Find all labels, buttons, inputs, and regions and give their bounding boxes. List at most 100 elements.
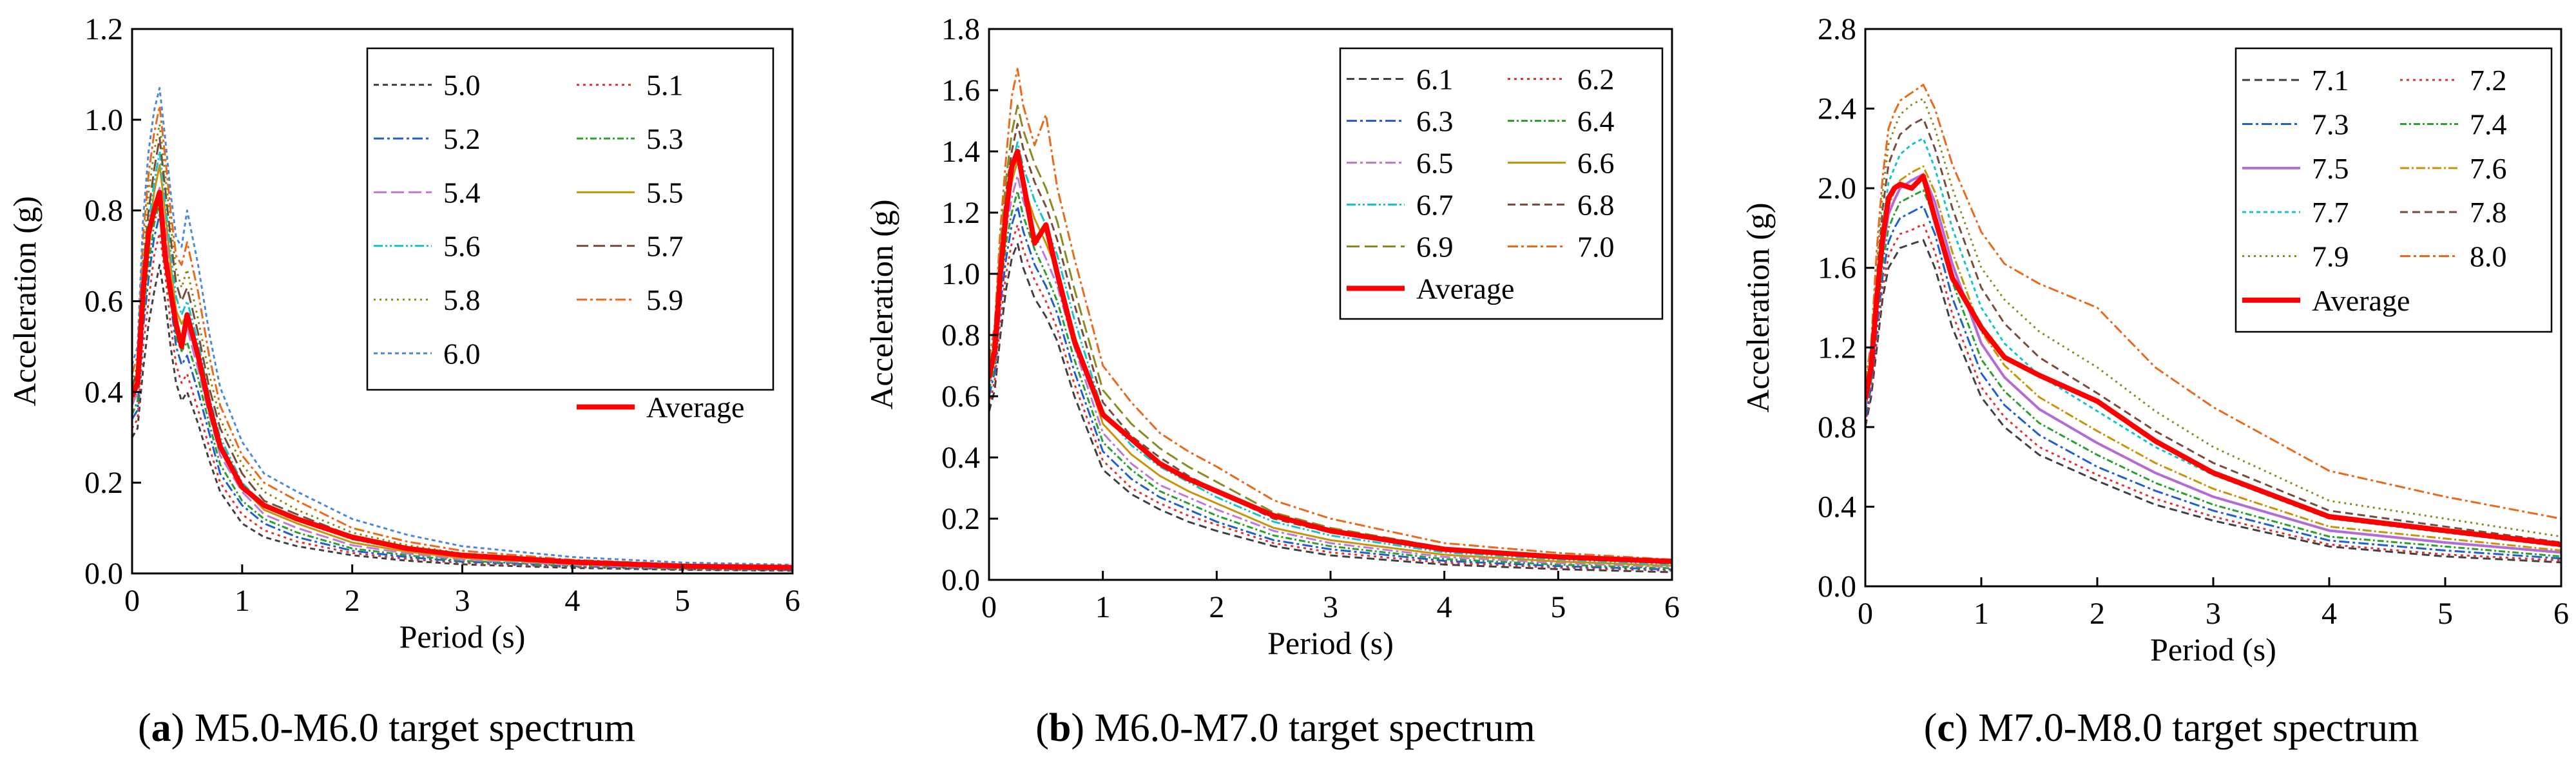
legend-label: 5.7 (646, 230, 684, 263)
legend: 7.1 7.2 7.3 7.4 7.5 7.6 7.7 7.8 7.9 8.0 Average (2235, 47, 2553, 333)
x-tick-label: 5 (2437, 597, 2453, 631)
legend-label: 6.3 (1416, 105, 1454, 138)
x-tick-label: 6 (785, 584, 800, 618)
y-tick-label: 2.8 (1818, 12, 1856, 46)
series-line-6-0 (132, 87, 793, 566)
y-tick-label: 0.4 (84, 375, 123, 409)
legend-label: 7.4 (2470, 108, 2507, 141)
legend-label: 5.3 (646, 122, 684, 155)
x-tick-label: 4 (1437, 590, 1452, 624)
y-tick-label: 1.6 (941, 73, 980, 108)
series-line-7-1 (1865, 239, 2561, 564)
x-tick-label: 0 (124, 584, 140, 618)
legend-label: 6.8 (1577, 189, 1615, 222)
series-line-6-4 (989, 190, 1672, 570)
legend-frame (1339, 47, 1664, 320)
x-tick-label: 4 (2321, 597, 2337, 631)
y-tick-label: 1.4 (941, 135, 980, 169)
y-tick-label: 2.0 (1818, 171, 1856, 206)
legend-label: 7.1 (2312, 64, 2349, 97)
x-tick-label: 6 (2553, 597, 2569, 631)
y-tick-label: 1.2 (1818, 331, 1856, 365)
chart-b: (b) M6.0-M7.0 target spectrum 0 1 2 3 4 5 6 0.0… (863, 12, 1680, 750)
series-line-8-0 (1865, 84, 2561, 520)
caption-a-text: M5.0-M6.0 target spectrum (184, 706, 635, 750)
legend-label: 6.2 (1577, 63, 1615, 96)
y-tick-label: 1.2 (84, 12, 123, 46)
series-line-6-2 (989, 224, 1672, 572)
legend-label: Average (2312, 284, 2410, 317)
series-line-5-1 (132, 232, 793, 571)
caption-c-text: M7.0-M8.0 target spectrum (1968, 706, 2419, 750)
x-tick-label: 1 (1095, 590, 1111, 624)
y-axis-label: Acceleration (g) (6, 196, 43, 406)
legend-label: 5.9 (646, 283, 684, 316)
x-tick-label: 3 (1323, 590, 1338, 624)
y-tick-label: 0.8 (1818, 410, 1856, 445)
y-axis-label: Acceleration (g) (1740, 202, 1776, 412)
series-line-5-3 (132, 200, 793, 571)
legend-label: 5.8 (443, 283, 481, 316)
x-tick-label: 3 (455, 584, 470, 618)
legend-label: 5.5 (646, 176, 684, 209)
series-line-6-7 (989, 141, 1672, 566)
y-tick-label: 0.0 (1818, 570, 1856, 604)
x-tick-label: 1 (1974, 597, 1989, 631)
series-line-average (1865, 173, 2561, 548)
x-tick-label: 5 (675, 584, 690, 618)
series-line-7-0 (989, 68, 1672, 561)
legend: 5.0 5.1 5.2 5.3 5.4 5.5 5.6 5.7 5.8 5.9 6.0 Average (366, 47, 774, 424)
x-tick-label: 2 (2090, 597, 2105, 631)
legend-label: 6.9 (1416, 231, 1454, 264)
y-tick-label: 2.4 (1818, 92, 1856, 126)
y-tick-label: 0.4 (941, 441, 980, 475)
series-line-7-8 (1865, 117, 2561, 544)
x-tick-label: 1 (235, 584, 250, 618)
series-line-6-9 (989, 104, 1672, 563)
series-line-average (132, 189, 793, 570)
series-line-6-1 (989, 242, 1672, 573)
caption-b-letter: b (1049, 706, 1071, 750)
legend-label: 6.6 (1577, 147, 1615, 180)
y-tick-label: 0.0 (84, 557, 123, 591)
caption-c-letter: c (1937, 706, 1955, 750)
y-tick-label: 1.0 (941, 257, 980, 291)
legend-label: 5.0 (443, 69, 481, 102)
y-tick-label: 1.2 (941, 196, 980, 230)
x-axis-label: Period (s) (1267, 625, 1394, 661)
x-tick-label: 0 (1858, 597, 1873, 631)
caption-b-text: M6.0-M7.0 target spectrum (1084, 706, 1535, 750)
y-tick-label: 0.2 (941, 502, 980, 536)
y-tick-label: 0.8 (84, 194, 123, 228)
legend-label: 6.5 (1416, 147, 1454, 180)
legend-label: 5.4 (443, 176, 481, 209)
legend-frame (2235, 47, 2553, 333)
series-lines (1865, 84, 2561, 564)
y-axis-label: Acceleration (g) (863, 199, 899, 409)
legend-label: 7.2 (2470, 64, 2507, 97)
x-tick-label: 0 (981, 590, 997, 624)
legend-frame (366, 47, 774, 391)
caption-b: (b) M6.0-M7.0 target spectrum (1035, 706, 1535, 750)
legend-label: 7.5 (2312, 152, 2349, 185)
series-line-7-3 (1865, 205, 2561, 560)
y-tick-label: 1.0 (84, 103, 123, 137)
y-tick-label: 0.2 (84, 466, 123, 500)
y-tick-label: 0.8 (941, 318, 980, 352)
y-tick-label: 0.6 (941, 379, 980, 414)
legend-label: Average (1416, 273, 1514, 305)
x-tick-label: 3 (2206, 597, 2221, 631)
y-tick-label: 1.6 (1818, 251, 1856, 285)
legend-label: 6.0 (443, 337, 481, 370)
x-axis-label: Period (s) (399, 619, 526, 655)
legend-label: 6.1 (1416, 63, 1454, 96)
x-tick-label: 2 (345, 584, 360, 618)
x-axis-label: Period (s) (2150, 631, 2276, 667)
legend-label: 7.0 (1577, 231, 1615, 264)
legend-label: 6.4 (1577, 105, 1615, 138)
legend-label: 7.9 (2312, 240, 2349, 273)
legend-label: 7.8 (2470, 196, 2507, 229)
series-line-average (989, 149, 1672, 564)
series-line-5-9 (132, 105, 793, 568)
